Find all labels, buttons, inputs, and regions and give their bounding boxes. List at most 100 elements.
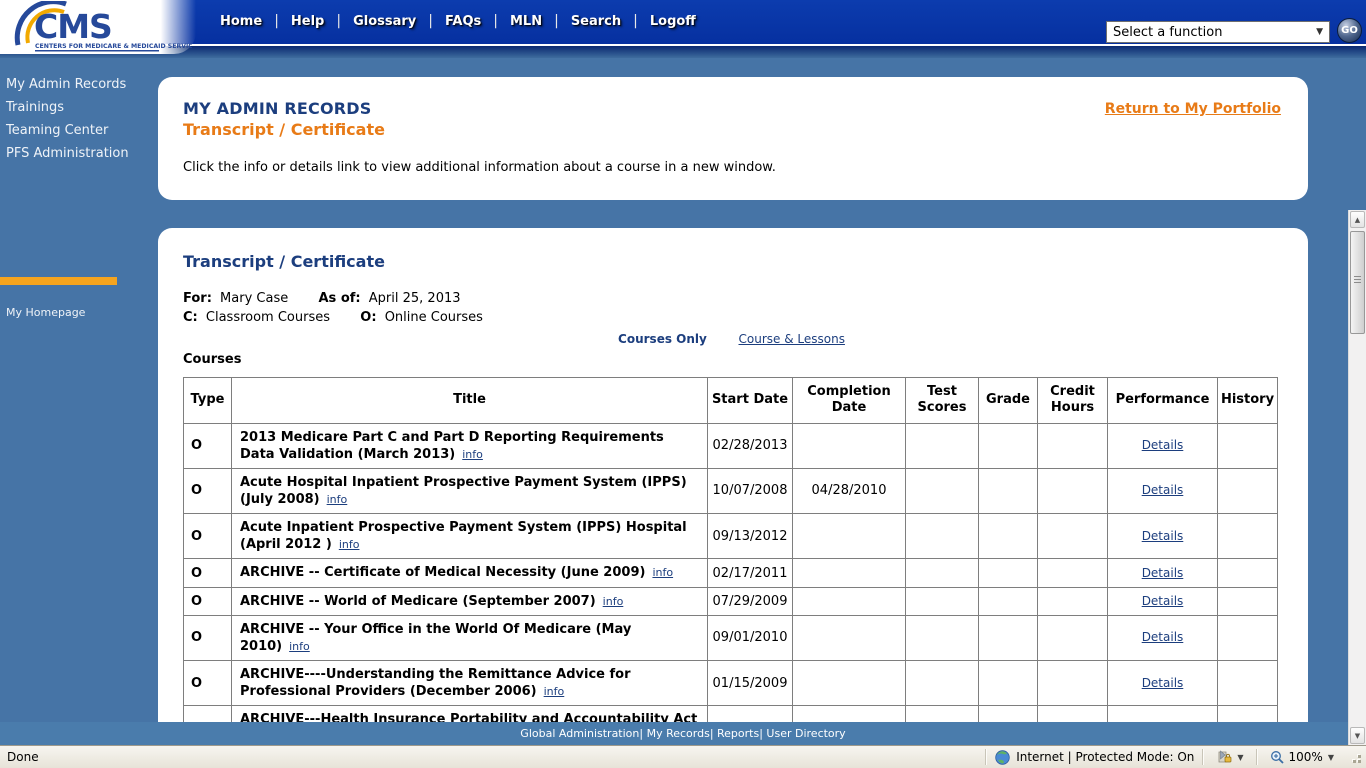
sidebar-item-pfs-administration[interactable]: PFS Administration bbox=[6, 146, 129, 161]
nav-home[interactable]: Home bbox=[220, 13, 263, 29]
course-and-lessons-link[interactable]: Course & Lessons bbox=[738, 332, 845, 346]
transcript-for-line: For: Mary Case As of: April 25, 2013 bbox=[183, 291, 1280, 306]
function-select[interactable]: Select a function ▼ bbox=[1106, 21, 1330, 43]
sidebar-item-teaming-center[interactable]: Teaming Center bbox=[6, 123, 109, 138]
chevron-down-icon: ▼ bbox=[1316, 27, 1323, 37]
test-scores bbox=[905, 558, 979, 588]
nav-search[interactable]: Search bbox=[570, 13, 622, 29]
online-code-value: Online Courses bbox=[384, 310, 483, 325]
scrollbar-down-arrow-icon[interactable]: ▼ bbox=[1350, 727, 1365, 744]
credit-hours bbox=[1037, 614, 1108, 662]
zoom-control[interactable]: 100% ▼ bbox=[1266, 750, 1338, 765]
course-title: ARCHIVE -- Certificate of Medical Necess… bbox=[240, 565, 646, 581]
details-link[interactable]: Details bbox=[1141, 483, 1184, 498]
sidebar-item-my-admin-records[interactable]: My Admin Records bbox=[6, 77, 127, 92]
page-header-card: MY ADMIN RECORDS Transcript / Certificat… bbox=[158, 77, 1308, 200]
return-to-portfolio-link[interactable]: Return to My Portfolio bbox=[1104, 101, 1281, 117]
performance-cell: Details bbox=[1107, 614, 1218, 662]
sidebar-orange-divider bbox=[0, 277, 117, 285]
course-type: O bbox=[183, 558, 232, 588]
info-link[interactable]: info bbox=[543, 685, 565, 699]
courses-only-toggle[interactable]: Courses Only bbox=[618, 332, 707, 346]
globe-icon bbox=[995, 749, 1010, 765]
info-link[interactable]: info bbox=[338, 538, 360, 552]
transcript-title: Transcript / Certificate bbox=[183, 252, 385, 271]
nav-glossary[interactable]: Glossary bbox=[353, 13, 417, 29]
col-completion-date: Completion Date bbox=[792, 377, 906, 424]
performance-cell: Details bbox=[1107, 558, 1218, 588]
credit-hours bbox=[1037, 660, 1108, 707]
credit-hours bbox=[1037, 422, 1108, 469]
test-scores bbox=[905, 513, 979, 560]
details-link[interactable]: Details bbox=[1141, 593, 1184, 608]
course-title: Acute Hospital Inpatient Prospective Pay… bbox=[240, 474, 687, 507]
history bbox=[1217, 513, 1278, 560]
footer-link-my-records[interactable]: My Records bbox=[639, 727, 710, 740]
performance-cell: Details bbox=[1107, 467, 1218, 515]
table-row: O ARCHIVE -- Certificate of Medical Nece… bbox=[183, 558, 1278, 588]
grade bbox=[978, 660, 1038, 707]
nav-mln[interactable]: MLN bbox=[509, 13, 543, 29]
details-link[interactable]: Details bbox=[1141, 675, 1184, 690]
details-link[interactable]: Details bbox=[1141, 438, 1184, 453]
col-start-date: Start Date bbox=[707, 377, 793, 424]
nav-faqs[interactable]: FAQs bbox=[445, 13, 482, 29]
info-link[interactable]: info bbox=[289, 639, 310, 653]
test-scores bbox=[905, 422, 979, 469]
page-instruction: Click the info or details link to view a… bbox=[183, 160, 776, 175]
asof-value: April 25, 2013 bbox=[368, 291, 461, 306]
status-separator bbox=[1255, 749, 1258, 765]
course-title-cell: ARCHIVE -- Certificate of Medical Necess… bbox=[231, 558, 708, 588]
transcript-table: Type Title Start Date Completion Date Te… bbox=[183, 377, 1278, 735]
status-separator bbox=[985, 749, 988, 765]
svg-text:CMS: CMS bbox=[34, 7, 112, 46]
table-row: O ARCHIVE -- Your Office in the World Of… bbox=[183, 614, 1278, 662]
sidebar-item-my-homepage[interactable]: My Homepage bbox=[6, 306, 86, 319]
nav-help[interactable]: Help bbox=[290, 13, 325, 29]
completion-date bbox=[792, 660, 906, 707]
main-navigation: Home Help Glossary FAQs MLN Search Logof… bbox=[208, 13, 708, 29]
course-type: O bbox=[183, 660, 232, 707]
test-scores bbox=[905, 614, 979, 662]
credit-hours bbox=[1037, 586, 1108, 616]
scrollbar-thumb[interactable] bbox=[1350, 231, 1365, 334]
completion-date bbox=[792, 614, 906, 662]
course-title-cell: ARCHIVE -- Your Office in the World Of M… bbox=[231, 614, 708, 662]
details-link[interactable]: Details bbox=[1141, 528, 1184, 543]
details-link[interactable]: Details bbox=[1141, 630, 1184, 645]
scrollbar-up-arrow-icon[interactable]: ▲ bbox=[1350, 211, 1365, 228]
security-zone-control[interactable]: ▼ bbox=[1212, 750, 1247, 764]
status-separator bbox=[1202, 749, 1205, 765]
footer-link-user-directory[interactable]: User Directory bbox=[759, 727, 845, 740]
footer-link-global-administration[interactable]: Global Administration bbox=[520, 727, 640, 740]
course-title: 2013 Medicare Part C and Part D Reportin… bbox=[240, 429, 664, 462]
online-code-label: O: bbox=[360, 310, 377, 325]
course-title-cell: Acute Hospital Inpatient Prospective Pay… bbox=[231, 467, 708, 515]
page-subtitle: Transcript / Certificate bbox=[183, 120, 385, 139]
test-scores bbox=[905, 660, 979, 707]
history bbox=[1217, 467, 1278, 515]
window-resize-grip[interactable] bbox=[1348, 750, 1362, 764]
grade bbox=[978, 614, 1038, 662]
view-toggle: Courses Only Course & Lessons bbox=[183, 332, 1280, 346]
course-type: O bbox=[183, 422, 232, 469]
start-date: 02/28/2013 bbox=[707, 422, 793, 469]
nav-logoff[interactable]: Logoff bbox=[649, 13, 696, 29]
course-title-cell: 2013 Medicare Part C and Part D Reportin… bbox=[231, 422, 708, 469]
info-link[interactable]: info bbox=[326, 492, 348, 506]
details-link[interactable]: Details bbox=[1141, 565, 1184, 580]
info-link[interactable]: info bbox=[462, 447, 483, 461]
table-row: O Acute Inpatient Prospective Payment Sy… bbox=[183, 513, 1278, 560]
nav-divider-line bbox=[0, 44, 1366, 46]
course-type: O bbox=[183, 586, 232, 616]
go-button[interactable]: GO bbox=[1337, 18, 1362, 43]
footer-link-reports[interactable]: Reports bbox=[710, 727, 759, 740]
vertical-scrollbar[interactable]: ▲ ▼ bbox=[1348, 210, 1366, 745]
grade bbox=[978, 467, 1038, 515]
sidebar-item-trainings[interactable]: Trainings bbox=[6, 100, 65, 115]
info-link[interactable]: info bbox=[652, 566, 674, 580]
sidebar: My Admin Records Trainings Teaming Cente… bbox=[6, 77, 129, 169]
info-link[interactable]: info bbox=[602, 594, 624, 608]
cms-logo-icon: CMS CENTERS FOR MEDICARE & MEDICAID SERV… bbox=[14, 1, 192, 52]
